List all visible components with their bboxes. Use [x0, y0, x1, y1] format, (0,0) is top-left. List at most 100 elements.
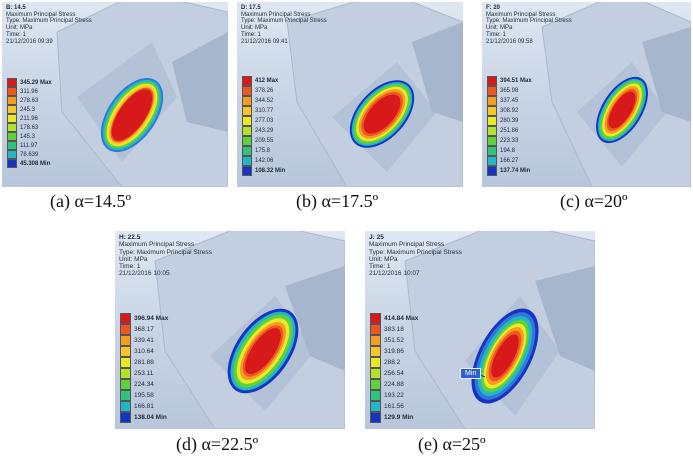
model-view-e [404, 231, 595, 429]
result-time: Time: 1 [119, 263, 141, 271]
color-legend-a: 345.29 Max 311.96 278.63 245.3 211.96 17… [7, 78, 52, 168]
legend-swatch [370, 401, 381, 412]
color-legend-e: 414.84 Max 383.18 351.52 319.86 288.2 25… [370, 313, 418, 423]
legend-swatch [487, 86, 497, 96]
legend-level: 209.55 [255, 138, 274, 144]
result-panel-a: B: 14.5 Maximum Principal Stress Type: M… [2, 2, 228, 187]
result-header-b: D: 17.5 Maximum Principal Stress Type: M… [241, 5, 327, 45]
legend-level: 193.22 [384, 392, 404, 399]
result-type: Type: Maximum Principal Stress [119, 248, 212, 256]
legend-min: 138.04 Min [134, 414, 167, 421]
legend-min: 108.32 Min [255, 168, 286, 174]
legend-swatch [370, 346, 381, 357]
result-header-e: J: 25 Maximum Principal Stress Type: Max… [369, 234, 462, 278]
result-unit: Unit: MPa [119, 255, 148, 263]
legend-swatch [120, 346, 131, 357]
legend-level: 280.39 [500, 118, 519, 124]
legend-level: 195.58 [134, 392, 154, 399]
legend-swatch [7, 132, 17, 141]
legend-max: 394.51 Max [500, 78, 532, 84]
stress-contour-d [227, 308, 299, 394]
result-date: 21/12/2016 10:07 [369, 270, 420, 278]
legend-swatch [242, 136, 252, 146]
result-type: Type: Maximum Principal Stress [241, 18, 327, 25]
legend-swatch [7, 78, 17, 87]
legend-swatch [120, 401, 131, 412]
legend-level: 194.8 [500, 148, 516, 154]
legend-swatch [242, 106, 252, 116]
result-type: Type: Maximum Principal Stress [6, 18, 92, 25]
min-probe-label[interactable]: Min [460, 368, 482, 379]
legend-swatch [120, 412, 131, 423]
legend-max: 345.29 Max [20, 79, 52, 86]
legend-level: 253.11 [134, 370, 154, 377]
result-panel-c: F: 20 Maximum Principal Stress Type: Max… [482, 2, 691, 187]
legend-min: 129.9 Min [384, 414, 414, 421]
legend-level: 365.98 [500, 88, 519, 94]
legend-level: 351.52 [384, 337, 404, 344]
result-title: H: 22.5 [119, 234, 141, 241]
legend-max: 412 Max [255, 78, 279, 84]
result-panel-b: D: 17.5 Maximum Principal Stress Type: M… [237, 2, 463, 187]
legend-level: 310.64 [134, 348, 154, 355]
legend-level: 311.96 [20, 88, 38, 95]
legend-swatch [487, 76, 497, 86]
legend-swatch [7, 114, 17, 123]
result-unit: Unit: MPa [241, 25, 268, 32]
result-name: Maximum Principal Stress [119, 241, 195, 249]
legend-swatch [487, 136, 497, 146]
legend-swatch [370, 313, 381, 324]
tooth-shadow-a [172, 32, 228, 132]
legend-swatch [7, 105, 17, 114]
legend-level: 288.2 [384, 359, 401, 366]
legend-level: 111.97 [20, 142, 38, 149]
legend-level: 368.17 [134, 326, 154, 333]
legend-swatch [120, 368, 131, 379]
caption-a: (a) α=14.5º [50, 191, 132, 211]
legend-level: 78.639 [20, 151, 39, 158]
legend-swatch [7, 141, 17, 150]
legend-level: 166.81 [134, 403, 154, 410]
stress-contour-b [349, 80, 415, 148]
legend-swatch [242, 96, 252, 106]
caption-b: (b) α=17.5º [296, 191, 379, 211]
legend-level: 224.88 [384, 381, 404, 388]
result-time: Time: 1 [369, 263, 391, 271]
result-header-c: F: 20 Maximum Principal Stress Type: Max… [486, 5, 572, 45]
stress-contour-e [471, 308, 539, 404]
legend-level: 243.29 [255, 128, 274, 134]
result-name: Maximum Principal Stress [241, 11, 311, 18]
legend-swatch [370, 368, 381, 379]
legend-swatch [242, 86, 252, 96]
result-header-d: H: 22.5 Maximum Principal Stress Type: M… [119, 234, 212, 278]
stress-contour-c [596, 76, 648, 144]
legend-level: 166.27 [500, 158, 519, 164]
tooth-shadow-b [412, 22, 463, 122]
legend-level: 145.3 [20, 133, 36, 140]
legend-swatch [120, 390, 131, 401]
result-unit: Unit: MPa [6, 25, 33, 32]
legend-swatch [242, 156, 252, 166]
legend-swatch [370, 412, 381, 423]
legend-swatch [242, 126, 252, 136]
legend-level: 224.34 [134, 381, 154, 388]
legend-swatch [7, 96, 17, 105]
result-panel-e: J: 25 Maximum Principal Stress Type: Max… [365, 231, 595, 429]
tooth-shadow-d [285, 266, 345, 371]
result-panel-d: H: 22.5 Maximum Principal Stress Type: M… [115, 231, 345, 429]
legend-level: 281.88 [134, 359, 154, 366]
result-date: 21/12/2016 10:05 [119, 270, 170, 278]
result-unit: Unit: MPa [486, 25, 513, 32]
result-name: Maximum Principal Stress [369, 241, 445, 249]
legend-level: 319.86 [384, 348, 404, 355]
legend-level: 378.26 [255, 88, 274, 94]
legend-swatch [242, 116, 252, 126]
legend-swatch [487, 96, 497, 106]
result-date: 21/12/2016 09:58 [486, 38, 533, 45]
result-date: 21/12/2016 09:39 [6, 38, 53, 45]
legend-swatch [120, 357, 131, 368]
model-view-b [286, 2, 463, 187]
result-type: Type: Maximum Principal Stress [369, 248, 462, 256]
result-type: Type: Maximum Principal Stress [486, 18, 572, 25]
legend-level: 175.8 [255, 148, 271, 154]
